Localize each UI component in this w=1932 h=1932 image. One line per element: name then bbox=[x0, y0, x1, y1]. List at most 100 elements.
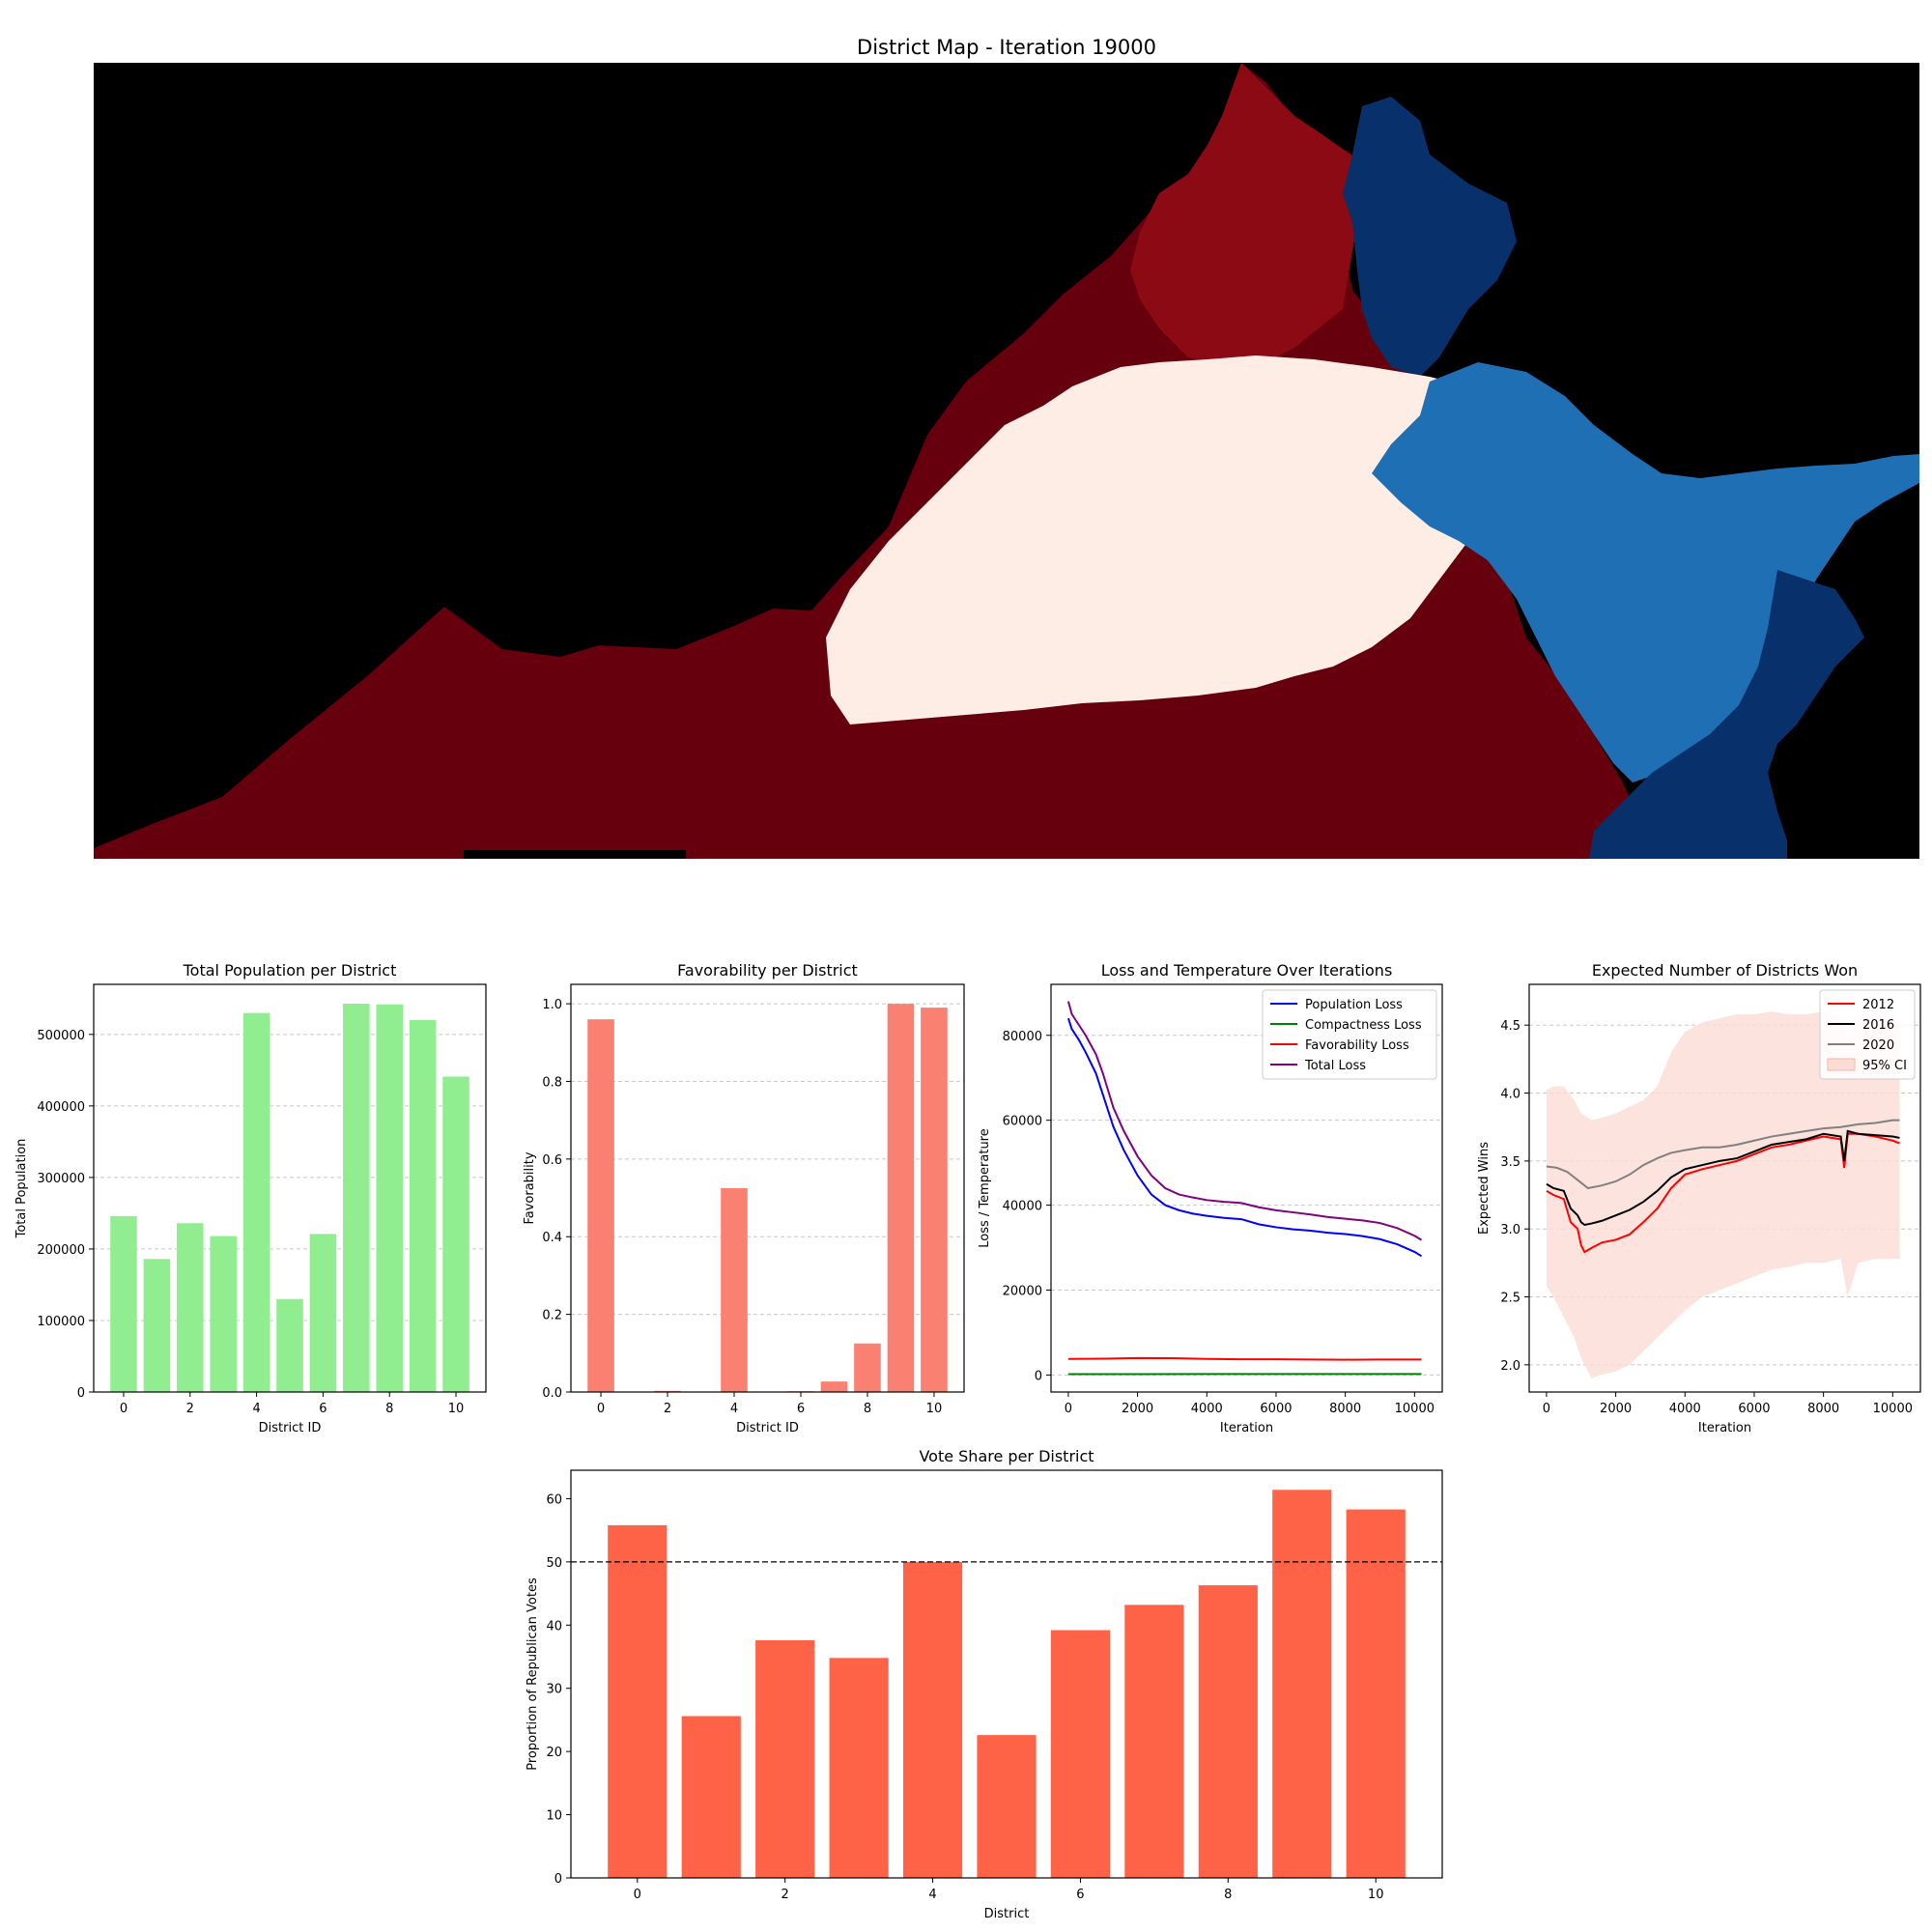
x-tick-label: 10 bbox=[926, 1402, 943, 1416]
x-axis-label: Iteration bbox=[1220, 1421, 1273, 1435]
chart-expected_wins: 0 2000 4000 6000 8000 10000 2.0 2.5 3.0 3.5 4.0 4.5… bbox=[1477, 961, 1921, 1435]
x-tick-label: 0 bbox=[634, 1888, 641, 1902]
x-tick-label: 4 bbox=[730, 1402, 738, 1416]
x-tick-label: 10 bbox=[1368, 1888, 1384, 1902]
chart-title: Vote Share per District bbox=[919, 1447, 1094, 1465]
chart-favorability: 0 2 4 6 8 10 0.0 0.2 0.4 0.6 0.8 1.0 Favorability pe… bbox=[523, 961, 965, 1435]
y-tick-label: 3.5 bbox=[1500, 1155, 1520, 1170]
bar-district-0 bbox=[608, 1524, 668, 1878]
chart-loss: 0 2000 4000 6000 8000 10000 0 20000 40000 60000 80… bbox=[978, 961, 1443, 1435]
ci-band bbox=[1546, 1011, 1900, 1378]
legend: Population Loss Compactness Loss Favorabil… bbox=[1262, 989, 1437, 1080]
y-tick-label: 10 bbox=[546, 1809, 562, 1824]
y-tick-label: 80000 bbox=[1003, 1030, 1042, 1044]
y-tick-label: 60000 bbox=[1003, 1115, 1042, 1129]
x-tick-label: 8000 bbox=[1329, 1402, 1361, 1416]
bar-district-2 bbox=[177, 1223, 204, 1392]
bar-district-10 bbox=[921, 1008, 948, 1392]
y-tick-label: 30 bbox=[546, 1683, 562, 1697]
y-tick-label: 20000 bbox=[1003, 1285, 1042, 1299]
x-axis-label: Iteration bbox=[1698, 1421, 1751, 1435]
y-tick-label: 1.0 bbox=[542, 998, 562, 1012]
y-axis-label: Expected Wins bbox=[1477, 1142, 1492, 1235]
bar-district-3 bbox=[210, 1236, 237, 1392]
y-tick-label: 300000 bbox=[37, 1172, 85, 1186]
bar-district-8 bbox=[1198, 1585, 1258, 1878]
bar-district-4 bbox=[902, 1561, 963, 1878]
y-tick-label: 0 bbox=[1035, 1369, 1042, 1383]
bar-district-9 bbox=[1272, 1490, 1332, 1878]
plot-frame bbox=[570, 983, 965, 1393]
y-axis-label: Total Population bbox=[14, 1139, 29, 1239]
x-tick-label: 10000 bbox=[1873, 1402, 1913, 1416]
y-tick-label: 200000 bbox=[37, 1243, 85, 1258]
chart-title: Loss and Temperature Over Iterations bbox=[1101, 961, 1393, 980]
bar-district-2 bbox=[755, 1639, 815, 1878]
series-line-0 bbox=[1066, 1017, 1423, 1258]
x-tick-label: 4000 bbox=[1191, 1402, 1223, 1416]
y-tick-label: 3.0 bbox=[1500, 1223, 1520, 1237]
x-tick-label: 10 bbox=[448, 1402, 465, 1416]
bar-district-7 bbox=[820, 1381, 848, 1392]
y-tick-label: 20 bbox=[546, 1746, 562, 1760]
bar-district-5 bbox=[276, 1298, 303, 1392]
bar-district-4 bbox=[242, 1012, 270, 1392]
chart-vote_share: 0 2 4 6 8 10 0 10 20 30 40 50 60 Vote Share per Distr… bbox=[526, 1447, 1443, 1921]
bar-district-4 bbox=[721, 1188, 748, 1392]
region-mid-blue bbox=[1372, 362, 1919, 782]
plot-frame bbox=[1050, 983, 1443, 1393]
chart-title: Favorability per District bbox=[677, 961, 858, 980]
legend-swatch bbox=[1827, 1058, 1856, 1071]
map-title: District Map - Iteration 19000 bbox=[857, 36, 1156, 59]
bar-district-0 bbox=[587, 1019, 614, 1392]
chart-title: Total Population per District bbox=[183, 961, 397, 980]
x-tick-label: 6 bbox=[1076, 1888, 1084, 1902]
y-tick-label: 0 bbox=[554, 1872, 562, 1887]
legend-entry: Population Loss bbox=[1305, 998, 1403, 1012]
y-tick-label: 2.0 bbox=[1500, 1359, 1520, 1374]
x-tick-label: 8 bbox=[1224, 1888, 1232, 1902]
y-tick-label: 0.0 bbox=[542, 1386, 562, 1401]
legend-entry: 2016 bbox=[1862, 1018, 1894, 1033]
y-tick-label: 2.5 bbox=[1500, 1292, 1520, 1306]
x-tick-label: 6000 bbox=[1738, 1402, 1770, 1416]
bar-district-10 bbox=[1346, 1509, 1406, 1878]
x-tick-label: 10000 bbox=[1395, 1402, 1435, 1416]
y-tick-label: 0 bbox=[77, 1386, 85, 1401]
y-tick-label: 0.8 bbox=[542, 1075, 562, 1090]
bar-district-5 bbox=[977, 1735, 1037, 1878]
x-tick-label: 6 bbox=[797, 1402, 805, 1416]
y-tick-label: 0.2 bbox=[542, 1309, 562, 1323]
series-line-0 bbox=[1546, 1132, 1900, 1254]
y-tick-label: 0.6 bbox=[542, 1153, 562, 1168]
chart-title: Expected Number of Districts Won bbox=[1592, 961, 1858, 980]
x-tick-label: 4 bbox=[252, 1402, 260, 1416]
district-map bbox=[94, 63, 1919, 859]
bar-district-9 bbox=[409, 1020, 437, 1392]
chart-population: 0 2 4 6 8 10 0 100000 200000 300000 400000 500000 To… bbox=[14, 961, 487, 1435]
legend-entry: 2012 bbox=[1862, 998, 1894, 1012]
plot-frame bbox=[570, 1469, 1443, 1879]
x-tick-label: 2000 bbox=[1122, 1402, 1153, 1416]
bar-district-2 bbox=[654, 1390, 681, 1392]
x-axis-label: District bbox=[984, 1907, 1030, 1921]
bar-district-9 bbox=[887, 1004, 915, 1392]
bar-district-7 bbox=[1124, 1605, 1184, 1878]
y-tick-label: 500000 bbox=[37, 1029, 85, 1043]
legend: 2012 2016 2020 95% CI bbox=[1819, 989, 1916, 1080]
x-tick-label: 8 bbox=[385, 1402, 393, 1416]
region-navy-north bbox=[1343, 97, 1517, 377]
region-red bbox=[1130, 63, 1362, 367]
x-tick-label: 2000 bbox=[1600, 1402, 1632, 1416]
plot-frame bbox=[93, 983, 487, 1393]
bar-district-6 bbox=[309, 1234, 337, 1392]
x-tick-label: 0 bbox=[1065, 1402, 1072, 1416]
y-tick-label: 40000 bbox=[1003, 1200, 1042, 1214]
bar-district-8 bbox=[376, 1004, 403, 1392]
bar-district-1 bbox=[143, 1259, 171, 1392]
legend-entry: Favorability Loss bbox=[1305, 1038, 1409, 1053]
bar-district-3 bbox=[829, 1658, 889, 1878]
x-tick-label: 6000 bbox=[1260, 1402, 1292, 1416]
x-tick-label: 2 bbox=[781, 1888, 789, 1902]
